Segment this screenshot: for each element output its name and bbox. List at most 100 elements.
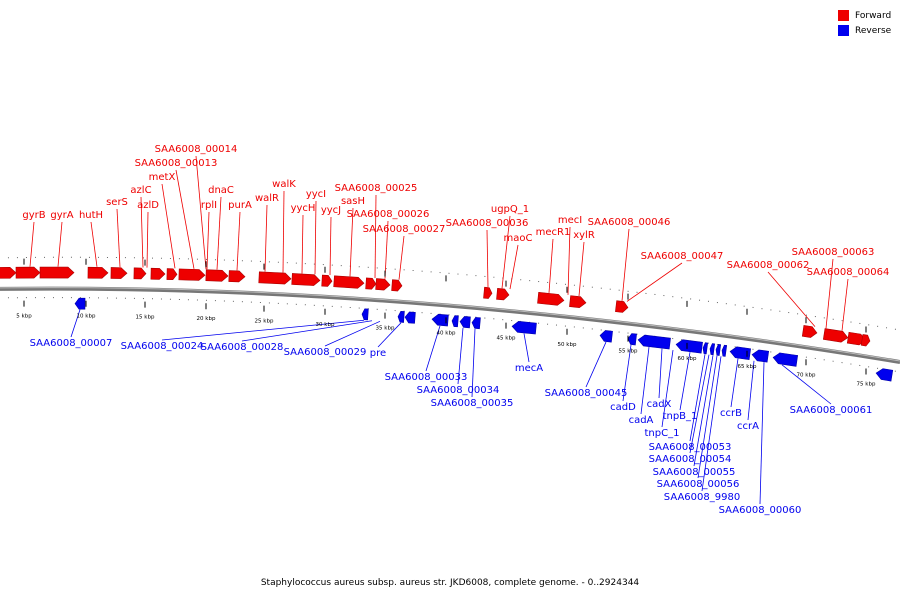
reverse-label-leader [161, 319, 365, 341]
reverse-label-leader [693, 355, 714, 467]
reverse-gene-label: cadX [647, 399, 672, 410]
reverse-gene-arrow [675, 339, 703, 354]
forward-gene-arrow [87, 266, 109, 279]
forward-label-leader [548, 238, 554, 293]
reverse-gene-arrow [709, 343, 716, 356]
reverse-gene-label: pre [370, 348, 386, 359]
forward-gene-label: gyrB [22, 210, 45, 221]
forward-gene-arrow [483, 286, 493, 299]
reverse-label-leader [661, 349, 674, 428]
reverse-gene-arrow [471, 317, 481, 330]
reverse-label-leader [689, 354, 706, 442]
scale-tick-label: 60 kbp [678, 356, 697, 362]
forward-gene-label: sasH [341, 196, 365, 207]
reverse-gene-label: SAA6008_00029 [284, 347, 367, 358]
forward-label-leader [282, 190, 285, 273]
forward-gene-label: maoC [504, 233, 533, 244]
forward-label-leader [236, 211, 241, 271]
forward-label-leader [621, 228, 630, 301]
forward-gene-label: xylR [573, 230, 595, 241]
scale-tick-label: 70 kbp [797, 372, 816, 378]
reverse-label-leader [701, 356, 722, 492]
scale-tick-label: 65 kbp [738, 364, 757, 370]
reverse-gene-arrow [397, 310, 405, 323]
forward-gene-label: ugpQ_1 [491, 204, 529, 215]
forward-gene-label: SAA6008_00047 [641, 251, 724, 262]
scale-tick-label: 35 kbp [376, 326, 395, 332]
forward-gene-arrow [375, 278, 391, 291]
reverse-gene-arrow [875, 368, 894, 382]
forward-label-leader [146, 211, 149, 268]
reverse-gene-arrow [74, 297, 86, 310]
reverse-gene-arrow [637, 334, 671, 350]
forward-label-leader [398, 235, 405, 280]
forward-label-leader [264, 204, 268, 272]
forward-label-leader [384, 220, 389, 279]
forward-label-leader [161, 183, 176, 269]
forward-label-leader [841, 278, 849, 331]
forward-label-leader [626, 262, 683, 302]
reverse-gene-label: tnpB_1 [663, 411, 698, 422]
forward-gene-label: SAA6008_00013 [135, 158, 218, 169]
forward-label-leader [509, 244, 519, 290]
reverse-label-leader [457, 327, 464, 385]
reverse-gene-label: mecA [515, 363, 543, 374]
reverse-gene-arrow [729, 346, 751, 360]
reverse-gene-label: SAA6008_00024 [121, 341, 204, 352]
reverse-swatch [838, 25, 849, 36]
forward-label-leader [90, 221, 98, 267]
reverse-gene-label: SAA6008_00035 [431, 398, 514, 409]
forward-label-leader [374, 194, 377, 278]
forward-gene-label: gyrA [50, 210, 73, 221]
forward-gene-label: dnaC [208, 185, 234, 196]
forward-gene-arrow [133, 267, 147, 280]
legend-reverse: Reverse [838, 23, 891, 38]
forward-gene-arrow [15, 266, 41, 279]
forward-label-leader [116, 208, 121, 268]
reverse-gene-label: SAA6008_00056 [657, 479, 740, 490]
forward-label-leader [501, 215, 511, 289]
forward-label-leader [140, 196, 144, 268]
reverse-label-leader [747, 360, 755, 421]
reverse-label-leader [471, 328, 476, 398]
forward-gene-label: serS [106, 197, 128, 208]
forward-label-leader [314, 200, 317, 275]
forward-gene-arrow [39, 266, 75, 279]
reverse-label-leader [697, 355, 718, 479]
reverse-gene-label: SAA6008_00053 [649, 442, 732, 453]
forward-gene-arrow [860, 334, 871, 347]
forward-gene-label: SAA6008_00036 [446, 218, 529, 229]
scale-tick-label: 55 kbp [619, 349, 638, 355]
forward-gene-label: SAA6008_00025 [335, 183, 418, 194]
forward-label-leader [206, 211, 210, 270]
forward-label-leader [175, 169, 195, 269]
forward-swatch [838, 10, 849, 21]
reverse-label-leader [640, 347, 650, 415]
forward-gene-label: SAA6008_00063 [792, 247, 875, 258]
reverse-label-leader [377, 322, 402, 348]
forward-gene-arrow [178, 268, 206, 281]
forward-gene-arrow [150, 267, 166, 280]
forward-gene-arrow [0, 266, 17, 279]
reverse-label-leader [241, 320, 373, 342]
forward-gene-label: SAA6008_00026 [347, 209, 430, 220]
reverse-gene-arrow [361, 308, 369, 321]
forward-gene-arrow [258, 271, 292, 285]
reverse-gene-label: SAA6008_00028 [201, 342, 284, 353]
forward-gene-arrow [569, 295, 587, 308]
forward-label-leader [486, 229, 489, 288]
forward-gene-arrow [321, 274, 333, 287]
forward-gene-arrow [333, 275, 365, 289]
forward-gene-label: azlD [137, 200, 159, 211]
reverse-label-leader [759, 362, 765, 505]
reverse-label-leader [658, 348, 663, 399]
reverse-gene-label: SAA6008_00033 [385, 372, 468, 383]
reverse-gene-arrow [404, 311, 416, 324]
forward-gene-arrow [110, 267, 128, 279]
reverse-label-leader [70, 309, 81, 338]
reverse-gene-label: cadD [610, 402, 636, 413]
scale-tick-label: 45 kbp [497, 336, 516, 342]
reverse-gene-arrow [511, 321, 537, 335]
forward-gene-label: purA [228, 200, 252, 211]
